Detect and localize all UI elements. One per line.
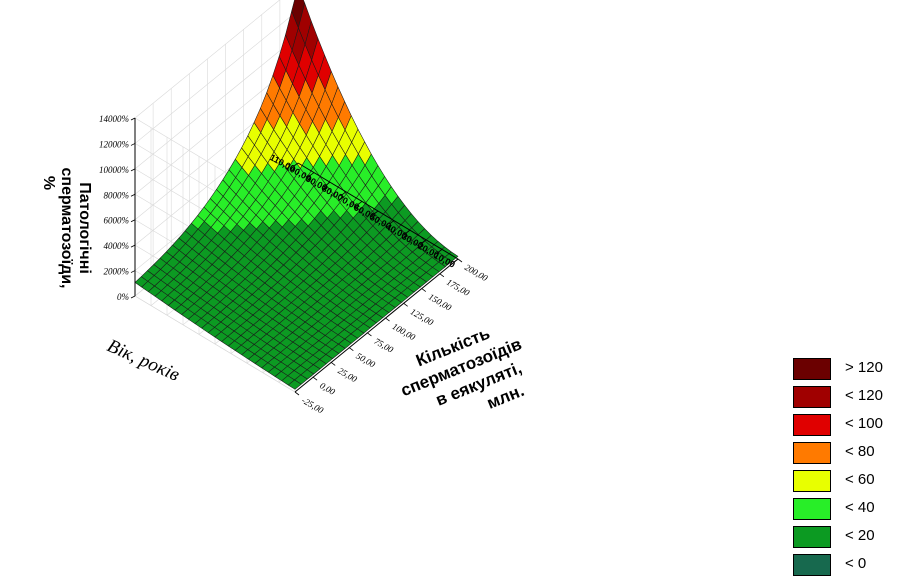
legend-label: < 60 — [845, 471, 875, 488]
y-tick — [389, 220, 395, 224]
y-tick — [373, 210, 379, 215]
legend-label: < 100 — [845, 415, 883, 432]
legend-swatch — [793, 442, 831, 464]
z-axis-title-line: % — [40, 176, 57, 190]
z-tick — [130, 117, 136, 121]
x-tick-label: 175,00 — [445, 277, 472, 298]
legend-item: < 120 — [793, 384, 893, 412]
x-tick-label: 100,00 — [391, 321, 418, 342]
x-tick — [385, 317, 390, 322]
x-tick-label: 50,00 — [354, 351, 377, 370]
legend-item: < 40 — [793, 496, 893, 524]
y-tick — [309, 172, 315, 176]
y-tick — [421, 239, 427, 244]
y-tick — [357, 201, 363, 205]
x-tick — [349, 347, 354, 351]
legend-swatch — [793, 554, 831, 576]
x-tick-label: 25,00 — [336, 366, 359, 385]
legend-label: < 120 — [845, 387, 883, 404]
legend-item: > 120 — [793, 356, 893, 384]
legend-item: < 100 — [793, 412, 893, 440]
z-axis-title-line: сперматозоїди, — [58, 168, 75, 289]
legend-label: > 120 — [845, 359, 883, 376]
legend-label: < 0 — [845, 555, 867, 572]
z-tick-label: 6000% — [104, 216, 130, 226]
legend-swatch — [793, 526, 831, 548]
z-tick — [130, 219, 136, 223]
z-tick — [130, 295, 136, 299]
x-tick-label: 150,00 — [427, 292, 454, 313]
y-tick — [341, 191, 347, 196]
x-tick — [330, 362, 336, 366]
y-tick — [293, 162, 299, 167]
x-tick-label: 125,00 — [409, 306, 436, 327]
legend-swatch — [793, 470, 831, 492]
x-tick — [294, 391, 300, 396]
legend-label: < 20 — [845, 527, 875, 544]
z-tick — [130, 168, 136, 172]
x-tick — [312, 376, 318, 381]
x-tick-label: 200,00 — [463, 262, 490, 283]
z-tick — [130, 193, 136, 197]
z-axis-title: Патологічні сперматозоїди, % — [40, 168, 93, 289]
x-tick — [403, 303, 408, 307]
legend-swatch — [793, 498, 831, 520]
z-tick-label: 8000% — [104, 190, 130, 200]
legend-swatch — [793, 414, 831, 436]
legend-item: < 80 — [793, 440, 893, 468]
legend-item: < 20 — [793, 524, 893, 552]
z-tick — [130, 244, 136, 248]
legend-item: < 0 — [793, 552, 893, 580]
x-tick — [457, 258, 463, 263]
legend-label: < 40 — [845, 499, 875, 516]
x-tick — [421, 288, 427, 292]
z-tick-label: 2000% — [104, 267, 130, 277]
z-tick — [130, 270, 136, 273]
y-tick — [437, 249, 443, 253]
legend-swatch — [793, 358, 831, 380]
legend: > 120 < 120 < 100 < 80 < 60 < 40 < 20 < … — [793, 356, 893, 580]
surface-mesh — [134, 0, 459, 390]
z-axis-ticks: 0% 2000% 4000% 6000% 8000% 10000% 12000% 14000% — [99, 114, 136, 302]
z-axis-title-line: Патологічні — [76, 182, 93, 274]
legend-item: < 60 — [793, 468, 893, 496]
legend-swatch — [793, 386, 831, 408]
x-tick-label: 0,00 — [318, 380, 337, 397]
z-tick-label: 4000% — [104, 241, 130, 251]
z-tick-label: 0% — [117, 292, 129, 302]
y-tick — [405, 229, 411, 234]
x-axis-line — [294, 258, 459, 393]
z-tick-label: 14000% — [99, 114, 129, 124]
z-tick-label: 12000% — [99, 139, 129, 149]
x-tick-label: -25,00 — [300, 395, 326, 416]
z-tick — [130, 143, 136, 146]
y-axis-title: Вік, років — [104, 335, 183, 385]
x-tick — [367, 332, 372, 337]
legend-label: < 80 — [845, 443, 875, 460]
x-tick — [439, 273, 445, 278]
z-tick-label: 10000% — [99, 165, 129, 175]
y-tick — [325, 181, 331, 186]
x-tick-label: 75,00 — [372, 336, 395, 355]
y-tick — [453, 258, 459, 263]
